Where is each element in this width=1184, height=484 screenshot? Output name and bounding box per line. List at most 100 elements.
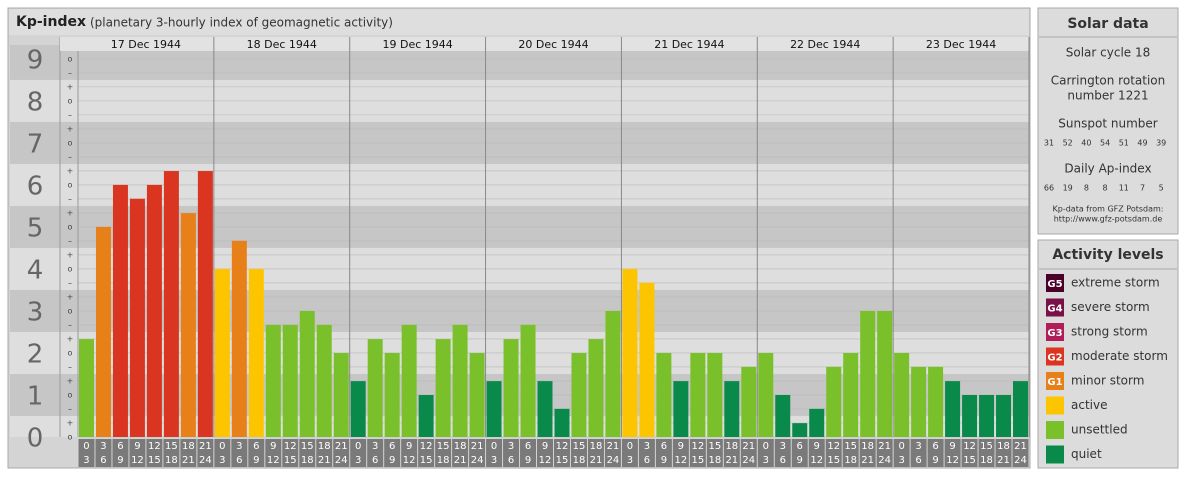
time-cell xyxy=(723,439,740,467)
carrington: Carrington rotation xyxy=(1051,74,1165,88)
y-tick-label: 6 xyxy=(27,171,44,201)
time-label: 12 xyxy=(810,455,823,466)
time-label: 12 xyxy=(946,455,959,466)
time-cell xyxy=(503,439,520,467)
bar xyxy=(333,352,349,437)
bar xyxy=(401,324,417,437)
time-label: 21 xyxy=(878,441,891,452)
time-label: 6 xyxy=(372,455,378,466)
levels-title: Activity levels xyxy=(1052,247,1163,263)
time-label: 12 xyxy=(267,455,280,466)
time-cell xyxy=(78,439,95,467)
bar xyxy=(231,240,247,437)
time-cell xyxy=(265,439,282,467)
time-cell xyxy=(672,439,689,467)
bar xyxy=(605,310,621,437)
day-header xyxy=(60,37,1029,51)
time-cell xyxy=(129,439,146,467)
time-cell xyxy=(486,439,503,467)
third-label: o xyxy=(68,138,73,147)
bar xyxy=(79,339,94,437)
source: Kp-data from GFZ Potsdam: xyxy=(1053,205,1164,214)
third-label: o xyxy=(68,222,73,231)
y-tick-label: 0 xyxy=(27,424,44,454)
bar xyxy=(214,268,230,437)
bar xyxy=(945,381,961,437)
day-label: 22 Dec 1944 xyxy=(790,38,860,51)
time-cell xyxy=(418,439,435,467)
day-label: 23 Dec 1944 xyxy=(926,38,996,51)
time-cell xyxy=(570,439,587,467)
bar xyxy=(724,381,740,437)
time-label: 21 xyxy=(335,441,348,452)
time-label: 3 xyxy=(83,455,89,466)
time-label: 3 xyxy=(508,441,514,452)
time-cell xyxy=(214,439,231,467)
level-swatch xyxy=(1046,421,1064,439)
time-cell xyxy=(706,439,723,467)
bar xyxy=(588,339,604,437)
time-label: 15 xyxy=(980,441,993,452)
y-tick-label: 9 xyxy=(27,45,44,75)
time-label: 12 xyxy=(691,441,704,452)
level-name: extreme storm xyxy=(1071,276,1160,290)
time-label: 18 xyxy=(573,455,586,466)
time-label: 24 xyxy=(742,455,755,466)
bar xyxy=(163,171,179,437)
bar xyxy=(843,352,859,437)
bar xyxy=(826,366,842,437)
time-label: 9 xyxy=(678,441,684,452)
time-label: 6 xyxy=(644,455,650,466)
time-label: 9 xyxy=(949,441,955,452)
time-label: 18 xyxy=(437,455,450,466)
y-tick-label: 7 xyxy=(27,129,44,159)
bar xyxy=(469,352,485,437)
time-label: 9 xyxy=(134,441,140,452)
sunspot-title: Sunspot number xyxy=(1058,117,1157,131)
time-label: 3 xyxy=(627,455,633,466)
bar xyxy=(537,381,553,437)
third-label: + xyxy=(67,250,74,259)
third-label: o xyxy=(68,264,73,273)
time-cell xyxy=(638,439,655,467)
carrington: number 1221 xyxy=(1067,89,1148,103)
bar xyxy=(486,381,502,437)
time-label: 18 xyxy=(165,455,178,466)
third-label: o xyxy=(68,54,73,63)
level-badge: G1 xyxy=(1047,377,1062,388)
level-swatch xyxy=(1046,372,1064,390)
time-label: 6 xyxy=(780,455,786,466)
time-label: 12 xyxy=(539,455,552,466)
time-cell xyxy=(350,439,367,467)
time-label: 3 xyxy=(898,455,904,466)
ap-value: 11 xyxy=(1119,184,1129,193)
third-label: – xyxy=(68,278,72,287)
time-label: 15 xyxy=(165,441,178,452)
time-label: 15 xyxy=(963,455,976,466)
time-label: 12 xyxy=(556,441,569,452)
time-label: 12 xyxy=(148,441,161,452)
level-name: quiet xyxy=(1071,447,1102,461)
time-label: 3 xyxy=(644,441,650,452)
day-label: 21 Dec 1944 xyxy=(654,38,724,51)
sunspot-value: 51 xyxy=(1119,139,1129,148)
level-badge: G3 xyxy=(1047,328,1062,339)
time-label: 24 xyxy=(878,455,891,466)
bar xyxy=(928,366,944,437)
time-label: 18 xyxy=(301,455,314,466)
bar xyxy=(520,324,536,437)
time-label: 15 xyxy=(284,455,297,466)
time-label: 0 xyxy=(83,441,89,452)
day-label: 18 Dec 1944 xyxy=(247,38,317,51)
time-label: 21 xyxy=(1014,441,1027,452)
bar xyxy=(860,310,876,437)
time-label: 0 xyxy=(355,441,361,452)
time-label: 9 xyxy=(117,455,123,466)
bar xyxy=(962,394,978,437)
bar xyxy=(979,394,995,437)
bar xyxy=(673,381,689,437)
ap-value: 5 xyxy=(1159,184,1164,193)
level-name: minor storm xyxy=(1071,374,1144,388)
time-label: 3 xyxy=(236,441,242,452)
time-cell xyxy=(333,439,350,467)
